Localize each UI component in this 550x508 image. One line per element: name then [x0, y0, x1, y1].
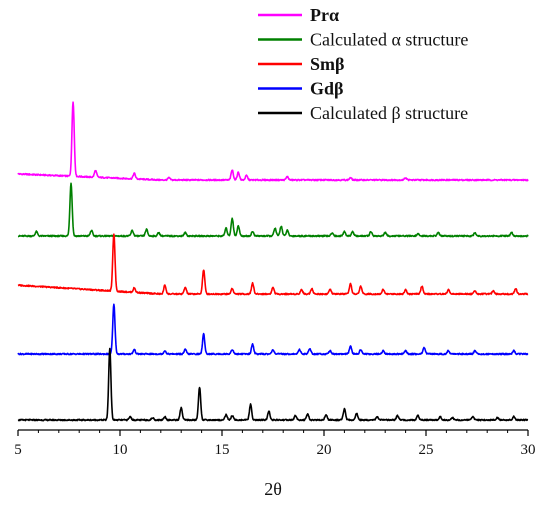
series-line-calculated-structure-4	[17, 347, 529, 422]
legend-label-calculated-structure: Calculated α structure	[310, 30, 468, 50]
legend-label-sm: Smβ	[310, 54, 345, 74]
x-tick-label-10: 10	[113, 442, 128, 458]
x-tick-label-30: 30	[521, 442, 536, 458]
series-line-calculated-structure-1	[17, 182, 529, 238]
plot-layer	[17, 101, 529, 422]
x-axis-title: 2θ	[264, 479, 282, 499]
x-tick-label-25: 25	[419, 442, 434, 458]
legend-label-gd: Gdβ	[310, 79, 344, 99]
x-tick-label-20: 20	[317, 442, 332, 458]
x-tick-label-15: 15	[215, 442, 230, 458]
x-tick-label-5: 5	[14, 442, 22, 458]
series-line-gd-3	[17, 303, 529, 356]
series-line-sm-2	[17, 233, 529, 296]
x-axis-ticks: 5 10 15 20 25 30	[14, 430, 536, 458]
legend-label-pr: Prα	[310, 5, 339, 25]
legend: Prα Calculated α structure Smβ Gdβ Calculate…	[258, 5, 468, 123]
legend-label-calculated-structure: Calculated β structure	[310, 103, 468, 123]
series-line-pr-0	[17, 101, 529, 182]
